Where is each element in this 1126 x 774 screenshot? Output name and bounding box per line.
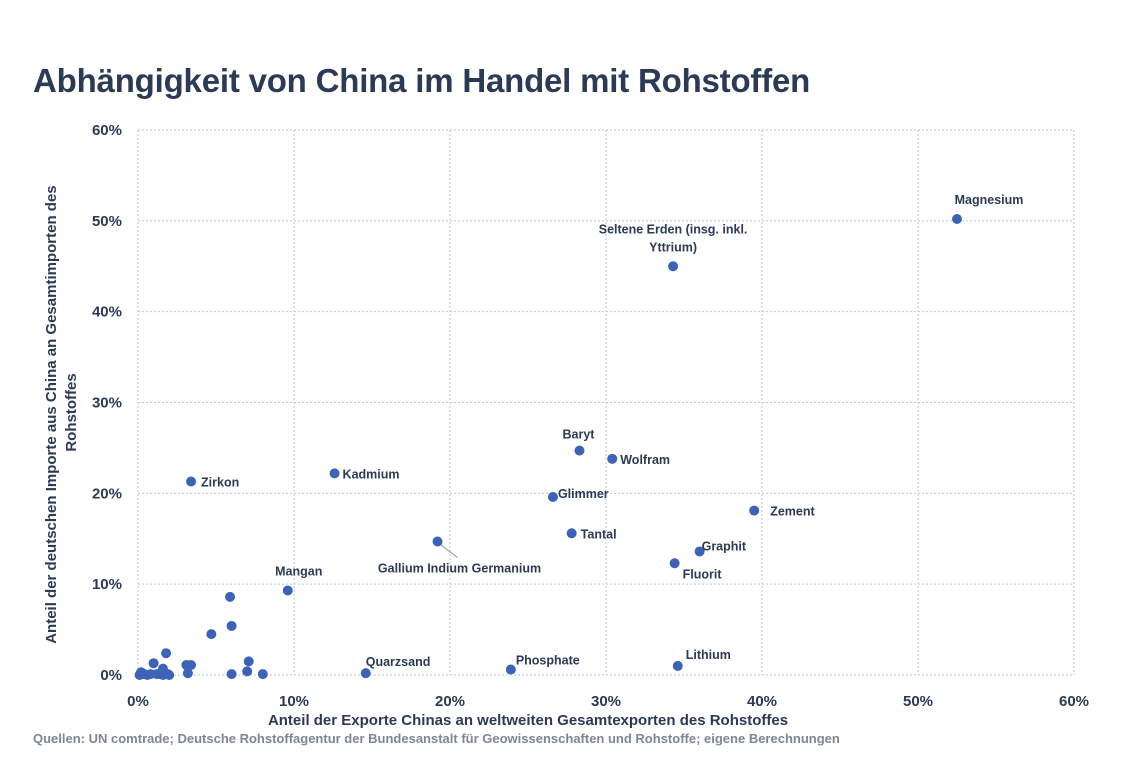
leader-line [440, 544, 458, 558]
data-point [206, 629, 217, 640]
y-tick-label: 60% [92, 122, 122, 139]
data-point [242, 666, 253, 677]
data-point [672, 660, 683, 671]
data-point [257, 669, 268, 680]
y-axis-label-line-1: Anteil der deutschen Importe aus China a… [43, 185, 60, 643]
data-point [226, 620, 237, 631]
grid-lines [137, 129, 1075, 676]
y-tick-label: 0% [100, 667, 122, 684]
point-label: Tantal [581, 527, 617, 541]
point-label-line: Zement [770, 505, 815, 519]
point-label: Seltene Erden (insg. inkl. Yttrium) [599, 222, 748, 254]
data-point [282, 585, 293, 596]
point-label: Glimmer [558, 487, 609, 501]
data-point [360, 668, 371, 679]
point-label: Fluorit [683, 567, 723, 581]
data-point [148, 658, 159, 669]
point-label-line: Fluorit [683, 567, 723, 581]
point-label: Baryt [562, 428, 595, 442]
data-point [225, 591, 236, 602]
axis-labels: Anteil der Exporte Chinas an weltweiten … [43, 181, 788, 729]
y-tick-label: 30% [92, 395, 122, 412]
point-label-line: Lithium [686, 648, 731, 662]
y-tick-label: 20% [92, 485, 122, 502]
point-label: Phosphate [516, 654, 580, 668]
point-label-line: Gallium Indium Germanium [378, 561, 541, 575]
y-axis-label-line-2: Rohstoffes [63, 373, 80, 451]
x-tick-label: 40% [747, 693, 777, 710]
data-point [574, 445, 585, 456]
data-point [182, 668, 193, 679]
point-label-line: Quarzsand [366, 655, 431, 669]
data-point [164, 670, 175, 680]
point-label-line: Graphit [702, 539, 747, 553]
x-tick-label: 30% [591, 693, 621, 710]
point-label: Magnesium [955, 193, 1024, 207]
data-point [749, 505, 760, 516]
scatter-chart: 0% 10% 20% 30% 40% 50% 60% 0% 10% 20% 30% 40% 50% 60%… [43, 122, 1089, 729]
data-point [161, 648, 172, 659]
point-label-line: Kadmium [343, 467, 400, 481]
data-point [186, 476, 197, 487]
point-label: Graphit [702, 539, 747, 553]
data-point [142, 670, 153, 680]
data-point [669, 558, 680, 569]
data-point [566, 528, 577, 539]
data-point [952, 214, 962, 225]
point-label-line: Magnesium [955, 193, 1024, 207]
point-label-line: Baryt [562, 428, 595, 442]
point-label: Kadmium [343, 467, 400, 481]
data-point [329, 468, 340, 479]
point-label-line: Yttrium) [649, 240, 697, 254]
data-point [186, 660, 197, 671]
data-point [226, 669, 237, 680]
point-label-line: Zirkon [201, 476, 239, 490]
data-point [505, 664, 516, 675]
data-point [547, 491, 558, 502]
x-tick-label: 20% [435, 693, 465, 710]
point-label-line: Seltene Erden (insg. inkl. [599, 222, 748, 236]
point-label-line: Mangan [275, 565, 322, 579]
y-tick-label: 40% [92, 304, 122, 321]
point-label: Mangan [275, 565, 322, 579]
data-point [607, 453, 618, 464]
x-axis-label: Anteil der Exporte Chinas an weltweiten … [268, 712, 788, 729]
x-tick-label: 0% [127, 693, 149, 710]
data-point [243, 656, 254, 667]
point-label-line: Glimmer [558, 487, 609, 501]
point-label: Zirkon [201, 476, 239, 490]
point-labels: Magnesium Seltene Erden (insg. inkl. Yttri… [201, 193, 1023, 669]
x-tick-label: 10% [279, 693, 309, 710]
chart-title: Abhängigkeit von China im Handel mit Roh… [33, 62, 811, 99]
point-label: Quarzsand [366, 655, 431, 669]
point-label-line: Phosphate [516, 654, 580, 668]
y-axis-label: Anteil der deutschen Importe aus China a… [43, 181, 80, 644]
point-label: Gallium Indium Germanium [378, 561, 541, 575]
point-label: Lithium [686, 648, 731, 662]
x-tick-label: 60% [1059, 693, 1089, 710]
data-point [694, 546, 705, 557]
data-point [134, 670, 145, 680]
data-point [432, 536, 443, 547]
source-note: Quellen: UN comtrade; Deutsche Rohstoffa… [33, 731, 840, 746]
y-tick-label: 50% [92, 213, 122, 230]
x-tick-label: 50% [903, 693, 933, 710]
point-label-line: Wolfram [620, 453, 670, 467]
data-points [134, 214, 962, 680]
point-label: Wolfram [620, 453, 670, 467]
axis-ticks: 0% 10% 20% 30% 40% 50% 60% 0% 10% 20% 30% 40% 50% 60% [92, 122, 1089, 710]
data-point [668, 261, 679, 272]
point-label: Zement [770, 505, 815, 519]
y-tick-label: 10% [92, 576, 122, 593]
leader-lines [440, 544, 458, 558]
point-label-line: Tantal [581, 527, 617, 541]
